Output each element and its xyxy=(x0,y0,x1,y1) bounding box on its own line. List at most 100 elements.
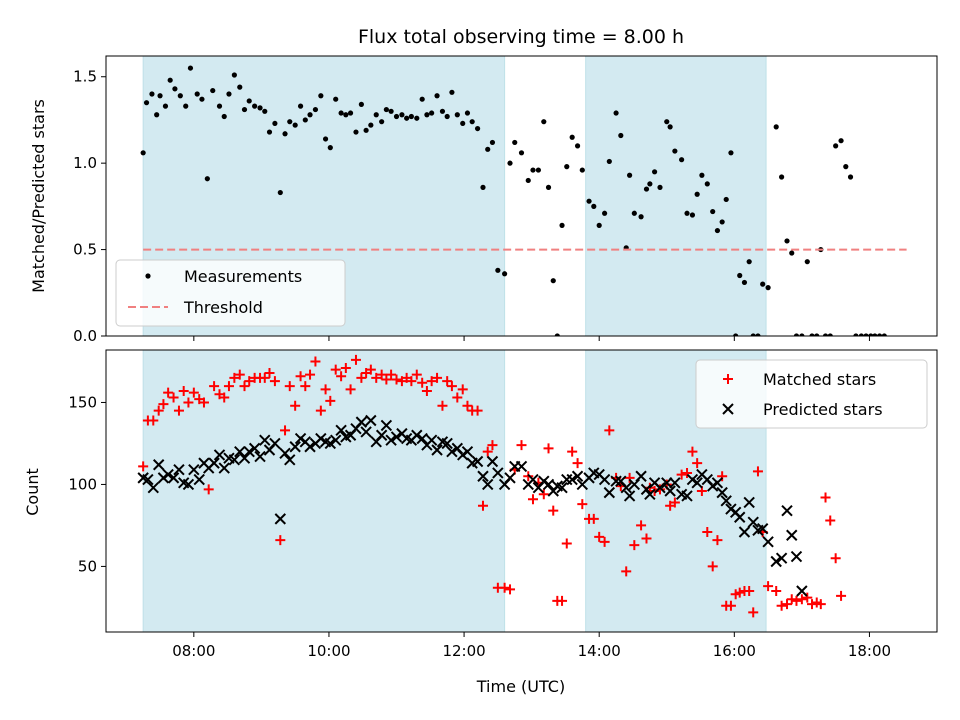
measurements-point xyxy=(439,108,446,114)
matched-stars-point xyxy=(734,587,745,598)
measurements-point xyxy=(388,108,394,114)
measurements-point xyxy=(737,272,743,279)
measurements-point xyxy=(444,113,450,120)
matched-stars-point xyxy=(820,492,831,503)
measurements-point xyxy=(469,119,475,125)
measurements-point xyxy=(779,174,785,180)
measurements-point xyxy=(602,210,608,216)
matched-stars-point xyxy=(548,505,559,516)
measurements-point xyxy=(651,169,658,175)
predicted-stars-point xyxy=(218,462,230,474)
measurements-point xyxy=(177,93,183,99)
measurements-point xyxy=(474,125,481,132)
predicted-stars-point xyxy=(527,473,539,486)
predicted-stars-point xyxy=(360,426,372,438)
measurements-point xyxy=(719,219,725,225)
measurements-point xyxy=(297,103,304,109)
measurements-point xyxy=(246,98,252,104)
matched-stars-point xyxy=(516,440,527,451)
x-tick-label: 08:00 xyxy=(172,642,215,660)
predicted-stars-point xyxy=(640,483,653,496)
bottom-y-tick-label: 50 xyxy=(78,557,97,575)
measurements-point xyxy=(765,285,771,291)
matched-stars-point xyxy=(807,599,818,610)
measurements-point xyxy=(252,103,258,109)
measurements-point xyxy=(710,208,716,215)
measurements-point xyxy=(530,167,536,173)
matched-stars-point xyxy=(452,392,463,403)
matched-stars-point xyxy=(457,384,468,395)
matched-stars-point xyxy=(442,376,453,387)
predicted-stars-point xyxy=(628,478,641,491)
matched-stars-point xyxy=(636,520,647,531)
matched-stars-point xyxy=(153,405,164,416)
matched-stars-point xyxy=(791,595,802,606)
measurements-point xyxy=(183,103,189,109)
matched-stars-point xyxy=(183,397,194,408)
matched-stars-point xyxy=(752,466,763,477)
matched-stars-point xyxy=(371,372,382,383)
predicted-stars-point xyxy=(654,482,666,494)
measurements-point xyxy=(512,139,518,146)
measurements-point xyxy=(307,112,313,118)
predicted-stars-point xyxy=(375,429,388,441)
predicted-stars-point xyxy=(743,496,755,509)
predicted-stars-point xyxy=(188,463,200,476)
predicted-stars-point xyxy=(335,424,347,437)
measurements-point xyxy=(393,113,400,120)
matched-stars-point xyxy=(446,381,457,392)
measurements-point xyxy=(868,333,874,336)
measurements-point xyxy=(434,93,440,99)
predicted-stars-point xyxy=(213,449,226,461)
measurements-point xyxy=(613,110,619,116)
matched-stars-point xyxy=(280,425,291,436)
matched-stars-point xyxy=(300,381,311,392)
measurements-point xyxy=(353,129,359,135)
measurements-point xyxy=(338,110,344,116)
predicted-stars-point xyxy=(461,445,474,458)
predicted-stars-point xyxy=(756,523,769,535)
matched-stars-point xyxy=(561,538,572,549)
predicted-stars-point xyxy=(411,429,423,441)
matched-stars-point xyxy=(815,599,826,610)
matched-stars-point xyxy=(223,381,234,392)
predicted-stars-point xyxy=(416,432,428,445)
measurements-point xyxy=(804,259,810,265)
measurements-point xyxy=(140,150,146,156)
matched-stars-point xyxy=(830,553,841,564)
predicted-stars-point xyxy=(796,585,808,597)
measurements-point xyxy=(631,210,637,216)
matched-stars-point xyxy=(259,372,270,383)
measurements-point xyxy=(657,184,663,190)
measurements-point xyxy=(157,93,163,99)
measurements-point xyxy=(194,91,200,97)
matched-stars-point xyxy=(825,515,836,526)
matched-stars-point xyxy=(655,484,665,495)
predicted-stars-point xyxy=(365,414,377,427)
predicted-stars-point xyxy=(790,550,803,563)
matched-stars-point xyxy=(432,372,443,383)
measurements-point xyxy=(872,333,878,336)
measurements-point xyxy=(626,172,633,178)
matched-stars-point xyxy=(629,540,640,551)
legend-measurements-marker xyxy=(145,273,151,279)
legend-measurements-label: Measurements xyxy=(184,267,302,286)
matched-stars-point xyxy=(295,371,306,382)
measurements-point xyxy=(853,333,859,336)
matched-stars-point xyxy=(330,364,341,375)
measurements-point xyxy=(292,122,298,128)
matched-stars-point xyxy=(284,381,295,392)
measurements-point xyxy=(419,96,425,102)
predicted-stars-point xyxy=(228,454,241,466)
matched-stars-point xyxy=(290,400,301,411)
predicted-stars-point xyxy=(380,419,393,432)
matched-stars-point xyxy=(748,607,759,618)
measurements-point xyxy=(733,333,739,336)
measurements-point xyxy=(408,113,414,120)
matched-stars-point xyxy=(687,446,698,457)
matched-stars-point xyxy=(305,369,316,380)
predicted-stars-point xyxy=(747,516,759,528)
x-tick-label: 16:00 xyxy=(713,642,756,660)
legend-matched-marker xyxy=(723,374,733,384)
matched-stars-point xyxy=(315,405,326,416)
